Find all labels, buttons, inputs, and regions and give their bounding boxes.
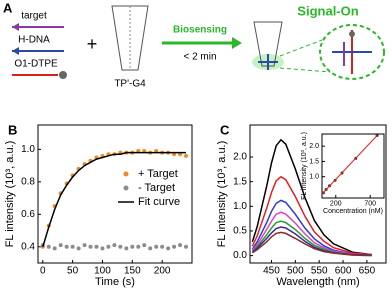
data-point bbox=[100, 246, 105, 251]
legend-marker bbox=[123, 185, 129, 191]
result-label: Signal-On bbox=[297, 3, 358, 18]
y-tick-label: 2.0 bbox=[309, 143, 319, 150]
data-point bbox=[166, 246, 171, 251]
data-point bbox=[46, 244, 51, 249]
zoom-line bbox=[279, 39, 323, 57]
arrow-head bbox=[12, 23, 19, 31]
data-point bbox=[148, 246, 153, 251]
dye bbox=[59, 71, 67, 79]
x-tick-label: 500 bbox=[287, 266, 304, 277]
strand-label: target bbox=[21, 11, 47, 22]
data-point bbox=[142, 243, 147, 248]
x-axis-label: Wavelength (nm) bbox=[276, 276, 359, 288]
y-tick-label: 1.5 bbox=[309, 158, 319, 165]
data-point bbox=[64, 244, 69, 249]
y-tick-label: 0.4 bbox=[21, 241, 35, 252]
data-line bbox=[251, 175, 372, 256]
y-axis-label: FL intensity (10³, a.u.) bbox=[301, 132, 308, 200]
panel-label: A bbox=[3, 0, 13, 15]
data-line bbox=[252, 231, 372, 257]
data-point bbox=[94, 244, 99, 249]
x-tick-label: 150 bbox=[124, 266, 141, 277]
time-label: < 2 min bbox=[183, 52, 216, 63]
tetrahedron bbox=[111, 5, 149, 71]
panel-label: B bbox=[8, 122, 17, 137]
arrow-label: Biosensing bbox=[173, 25, 227, 36]
y-tick-label: 1.0 bbox=[233, 201, 247, 212]
data-point bbox=[178, 243, 183, 248]
data-point bbox=[124, 246, 129, 251]
strand-label: H-DNA bbox=[18, 35, 50, 46]
data-point bbox=[184, 153, 189, 158]
data-point bbox=[160, 244, 165, 249]
y-tick-label: 1.0 bbox=[309, 174, 319, 181]
data-point bbox=[130, 244, 135, 249]
data-point bbox=[52, 246, 57, 251]
data-point bbox=[106, 244, 111, 249]
data-point bbox=[112, 243, 117, 248]
y-tick-label: 1.5 bbox=[233, 176, 247, 187]
y-tick-label: 0.8 bbox=[21, 176, 35, 187]
x-tick-label: 200 bbox=[330, 200, 342, 207]
y-tick-label: 2.0 bbox=[233, 152, 247, 163]
data-line bbox=[251, 138, 372, 256]
x-tick-label: 0 bbox=[40, 266, 46, 277]
x-tick-label: 650 bbox=[359, 266, 376, 277]
data-point bbox=[76, 246, 81, 251]
data-point bbox=[136, 244, 141, 249]
x-tick-label: 50 bbox=[67, 266, 79, 277]
legend-label: Fit curve bbox=[138, 196, 180, 208]
x-tick-label: 700 bbox=[364, 200, 376, 207]
x-tick-label: 550 bbox=[311, 266, 328, 277]
data-point bbox=[82, 243, 87, 248]
data-point bbox=[118, 244, 123, 249]
arrow-head bbox=[232, 37, 242, 49]
panel-a: A target H-DNA O1-DTPE + TP'-G4 Biosensi… bbox=[3, 0, 385, 90]
y-tick-label: 0.5 bbox=[233, 226, 247, 237]
x-tick-label: 100 bbox=[94, 266, 111, 277]
plot-frame bbox=[321, 133, 385, 199]
data-point bbox=[172, 244, 177, 249]
dye bbox=[349, 31, 355, 37]
y-tick-label: 0.0 bbox=[233, 250, 247, 261]
plot-frame bbox=[37, 124, 193, 264]
y-axis-label: FL intensity (10³, a.u.) bbox=[216, 141, 228, 248]
chart: 0 50 100 150 200 0.4 0.6 0.8 1.0 Time (s) FL inten… bbox=[4, 122, 193, 288]
data-point bbox=[70, 244, 75, 249]
data-line bbox=[251, 211, 372, 256]
plus: + bbox=[87, 34, 98, 54]
data-point bbox=[154, 244, 159, 249]
y-axis-label: FL intensity (10³, a.u.) bbox=[4, 141, 16, 248]
zoom-line bbox=[279, 67, 331, 73]
y-tick-label: 1.0 bbox=[21, 144, 35, 155]
panel-label: C bbox=[220, 122, 230, 137]
strand-label: O1-DTPE bbox=[14, 59, 58, 70]
data-point bbox=[88, 244, 93, 249]
x-axis-label: Concentration (nM) bbox=[323, 208, 383, 215]
data-line bbox=[251, 199, 372, 256]
legend-label: - Target bbox=[138, 182, 175, 194]
structure-label: TP'-G4 bbox=[114, 79, 146, 90]
legend-label: + Target bbox=[138, 168, 178, 180]
x-axis-label: Time (s) bbox=[95, 276, 135, 288]
data-line bbox=[42, 151, 186, 248]
data-point bbox=[184, 244, 189, 249]
tetrahedron bbox=[253, 21, 283, 67]
arrow-head bbox=[12, 47, 19, 55]
x-tick-label: 450 bbox=[263, 266, 280, 277]
legend-marker bbox=[123, 171, 129, 177]
data-point bbox=[58, 243, 63, 248]
x-tick-label: 600 bbox=[335, 266, 352, 277]
data-line bbox=[321, 135, 378, 195]
y-tick-label: 0.6 bbox=[21, 209, 35, 220]
x-tick-label: 200 bbox=[154, 266, 171, 277]
zoom-ellipse bbox=[319, 24, 385, 80]
chart: 200 700 1.0 1.5 2.0 Concentration (nM) FL inte… bbox=[301, 132, 385, 215]
